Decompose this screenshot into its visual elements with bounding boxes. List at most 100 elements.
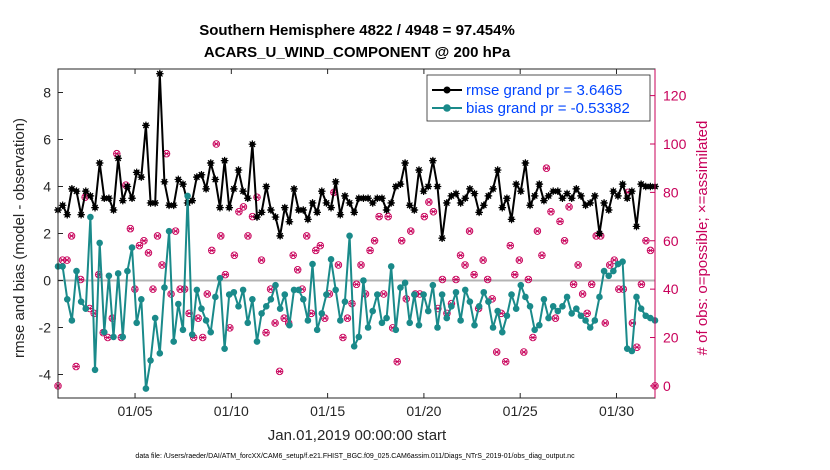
obs-possible-point	[72, 362, 80, 371]
obs-possible-point	[275, 367, 284, 376]
obs-possible-point	[479, 256, 487, 264]
bias-point	[596, 293, 603, 301]
obs-assimilated-point	[398, 237, 405, 244]
rmse-point-star	[267, 206, 275, 214]
bias-point	[258, 310, 265, 317]
bias-point	[461, 286, 469, 294]
rmse-point-star	[405, 201, 414, 210]
rmse-point-star	[225, 203, 234, 212]
obs-possible-point	[203, 290, 211, 298]
x-tick-label: 01/10	[214, 403, 249, 419]
obs-possible-point	[583, 309, 591, 318]
obs-possible-point	[470, 270, 478, 279]
obs-possible-point	[429, 207, 438, 216]
bias-point	[545, 314, 552, 322]
obs-assimilated-point	[457, 252, 464, 259]
obs-possible-point	[407, 227, 415, 235]
obs-assimilated-point	[566, 204, 573, 210]
obs-assimilated-point	[367, 247, 374, 254]
bias-point	[202, 317, 210, 324]
obs-assimilated-point	[575, 262, 582, 268]
rmse-point-star	[350, 208, 358, 217]
obs-possible-point	[126, 224, 135, 233]
bias-point	[276, 305, 284, 313]
obs-possible-point	[456, 251, 465, 260]
obs-possible-point	[601, 319, 610, 327]
rmse-point-star	[294, 206, 303, 214]
rmse-point-star	[516, 187, 525, 195]
y-tick-label-right: 80	[663, 184, 679, 200]
bias-point	[105, 272, 113, 280]
bias-point	[452, 288, 460, 296]
bias-point	[295, 286, 302, 294]
rmse-point-star	[623, 194, 632, 203]
obs-possible-point	[271, 319, 279, 327]
rmse-point-star	[396, 180, 405, 188]
bias-point	[249, 296, 256, 303]
rmse-point-star	[466, 185, 474, 193]
bias-point	[147, 357, 154, 364]
rmse-point-star	[304, 215, 312, 224]
obs-possible-point	[366, 246, 374, 255]
obs-possible-point	[293, 266, 302, 274]
rmse-point-star	[188, 196, 197, 205]
obs-assimilated-point	[344, 315, 351, 321]
bias-point	[142, 385, 150, 392]
rmse-point-star	[512, 180, 520, 188]
obs-possible-point	[633, 343, 641, 351]
bias-point	[517, 281, 525, 289]
y-tick-label-right: 20	[663, 330, 679, 346]
bias-point	[401, 279, 409, 287]
rmse-point-star	[540, 196, 548, 205]
bias-point	[577, 312, 585, 320]
obs-assimilated-point	[240, 204, 247, 210]
obs-assimilated-point	[208, 247, 215, 254]
rmse-point-star	[554, 187, 562, 195]
obs-assimilated-point	[104, 334, 111, 341]
obs-possible-point	[244, 232, 252, 240]
obs-assimilated-point	[64, 257, 71, 263]
rmse-point-star	[299, 206, 308, 214]
obs-possible-point	[153, 232, 162, 240]
bias-point	[128, 244, 136, 251]
obs-assimilated-point	[276, 368, 283, 375]
bias-point	[540, 296, 548, 303]
bias-point	[549, 303, 557, 310]
obs-assimilated-point	[584, 310, 591, 317]
obs-assimilated-point	[339, 334, 346, 341]
obs-assimilated-point	[127, 225, 134, 232]
obs-possible-point	[547, 207, 555, 216]
rmse-point-star	[81, 187, 90, 195]
obs-assimilated-point	[163, 150, 170, 157]
bias-point	[91, 366, 99, 374]
obs-possible-point	[343, 314, 352, 322]
bias-point	[633, 293, 640, 301]
bias-point	[619, 258, 626, 266]
rmse-point-star	[646, 182, 655, 191]
obs-possible-point	[149, 285, 157, 293]
obs-possible-point	[569, 280, 578, 289]
rmse-point-star	[114, 154, 122, 163]
obs-possible-point	[628, 319, 637, 327]
obs-assimilated-point	[633, 344, 640, 351]
rmse-point-star	[290, 185, 298, 193]
rmse-point-star	[595, 229, 604, 238]
rmse-point-star	[604, 206, 613, 214]
rmse-point-star	[160, 178, 169, 186]
obs-possible-point	[393, 357, 401, 366]
obs-assimilated-point	[68, 233, 75, 239]
bias-point	[383, 314, 390, 322]
obs-possible-point	[303, 232, 311, 240]
x-tick-label: 01/15	[310, 403, 345, 419]
obs-possible-point	[212, 140, 221, 148]
obs-possible-point	[461, 261, 469, 269]
y-tick-label-left: 2	[43, 226, 51, 242]
rmse-point-star	[429, 156, 437, 165]
y-tick-label-left: 8	[43, 85, 51, 101]
obs-assimilated-point	[520, 349, 527, 355]
bias-point	[68, 317, 76, 324]
y-tick-label-right: 0	[663, 378, 671, 394]
obs-possible-point	[221, 270, 230, 279]
bias-point	[582, 317, 589, 324]
rmse-point-star	[91, 203, 99, 212]
